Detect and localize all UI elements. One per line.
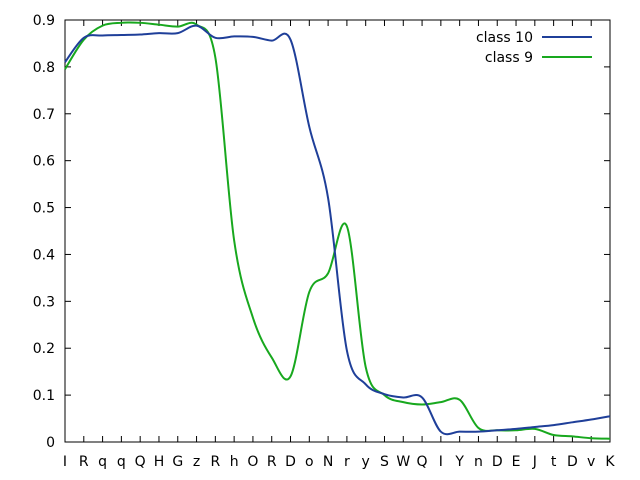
x-tick-label: Y bbox=[454, 454, 464, 470]
x-tick-label: Q bbox=[417, 454, 428, 470]
y-tick-label: 0.4 bbox=[33, 247, 55, 263]
y-tick-label: 0.9 bbox=[33, 13, 55, 29]
x-tick-label: r bbox=[344, 454, 350, 470]
y-tick-label: 0.7 bbox=[33, 107, 55, 123]
y-axis: 0 0.1 0.2 0.3 0.4 0.5 0.6 0.7 0.8 0.9 bbox=[33, 13, 610, 451]
legend: class 10 class 9 bbox=[476, 30, 592, 66]
x-tick-label: D bbox=[567, 454, 578, 470]
y-tick-label: 0.1 bbox=[33, 388, 55, 404]
y-tick-label: 0.5 bbox=[33, 201, 55, 217]
x-tick-label: y bbox=[362, 454, 370, 470]
x-tick-label: q bbox=[117, 454, 126, 470]
y-tick-label: 0.3 bbox=[33, 294, 55, 310]
x-tick-label: S bbox=[380, 454, 389, 470]
x-tick-label: D bbox=[492, 454, 503, 470]
legend-label: class 9 bbox=[485, 50, 533, 66]
x-tick-label: R bbox=[267, 454, 277, 470]
x-tick-label: q bbox=[98, 454, 107, 470]
y-tick-label: 0.8 bbox=[33, 60, 55, 76]
x-tick-label: R bbox=[79, 454, 89, 470]
x-tick-label: D bbox=[285, 454, 296, 470]
x-tick-label: o bbox=[305, 454, 314, 470]
x-tick-label: O bbox=[247, 454, 258, 470]
plot-frame bbox=[64, 19, 611, 443]
series-line-class-10 bbox=[64, 24, 611, 436]
x-tick-label: I bbox=[63, 454, 67, 470]
x-tick-label: H bbox=[154, 454, 165, 470]
x-tick-label: v bbox=[587, 454, 595, 470]
x-tick-label: h bbox=[230, 454, 239, 470]
x-tick-label: W bbox=[396, 454, 410, 470]
x-tick-label: z bbox=[193, 454, 200, 470]
x-tick-label: E bbox=[512, 454, 521, 470]
y-tick-label: 0.6 bbox=[33, 154, 55, 170]
x-tick-label: J bbox=[532, 454, 537, 470]
y-tick-label: 0.2 bbox=[33, 341, 55, 357]
x-tick-label: K bbox=[605, 454, 615, 470]
series-layer bbox=[64, 21, 611, 440]
series-line-class-9 bbox=[64, 21, 611, 440]
x-tick-label: n bbox=[474, 454, 483, 470]
x-tick-label: N bbox=[323, 454, 333, 470]
legend-label: class 10 bbox=[476, 30, 533, 46]
x-tick-label: G bbox=[172, 454, 183, 470]
plot-area bbox=[64, 19, 611, 443]
x-tick-label: R bbox=[210, 454, 220, 470]
x-tick-label: Q bbox=[135, 454, 146, 470]
y-tick-label: 0 bbox=[46, 435, 55, 451]
x-tick-label: t bbox=[551, 454, 557, 470]
x-tick-label: I bbox=[439, 454, 443, 470]
